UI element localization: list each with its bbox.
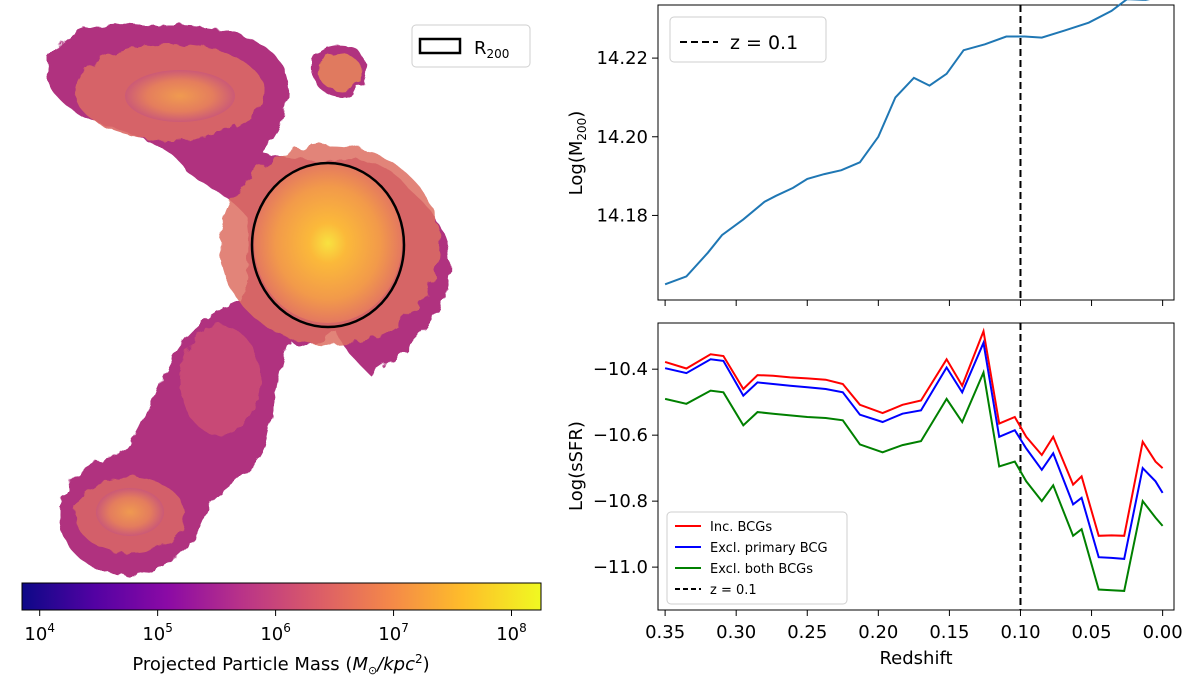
ssfr-y-label: Log(sSFR) (566, 421, 587, 511)
m200-legend: z = 0.1 (669, 16, 827, 63)
ssfr-legend-label-2: Excl. both BCGs (710, 562, 813, 577)
ssfr-ytick-label-1: −10.6 (593, 425, 648, 446)
ssfr-x-label: Redshift (879, 648, 952, 669)
ssfr-ytick-label-2: −10.8 (593, 491, 648, 512)
ssfr-legend-label-1: Excl. primary BCG (710, 541, 828, 556)
ssfr-panel: −10.4 −10.6 −10.8 −11.0 0.35 0.30 0.25 0.20 0.1… (566, 322, 1183, 669)
ssfr-x-ticks: 0.35 0.30 0.25 0.20 0.15 0.10 0.05 0.00 (645, 610, 1183, 643)
ssfr-y-ticks: −10.4 −10.6 −10.8 −11.0 (593, 359, 658, 578)
colorbar (21, 582, 542, 611)
legend-label-r200: R (474, 38, 487, 59)
ssfr-xtick-label-3: 0.20 (858, 622, 898, 643)
ssfr-xtick-label-5: 0.10 (1000, 622, 1040, 643)
ssfr-series-line-0 (664, 327, 1164, 537)
legend-label-r200-sub: 200 (487, 47, 510, 61)
colorbar-tick-label-3: 107 (378, 621, 409, 645)
m200-legend-label: z = 0.1 (730, 32, 798, 54)
svg-text:R200: R200 (474, 38, 509, 61)
ssfr-legend-label-0: Inc. BCGs (710, 520, 772, 535)
m200-series-line (664, 0, 1150, 286)
colorbar-tick-label-1: 105 (142, 621, 173, 645)
ssfr-xtick-label-2: 0.25 (787, 622, 827, 643)
m200-ytick-label-2: 14.22 (596, 48, 648, 69)
ssfr-xtick-label-0: 0.35 (645, 622, 685, 643)
map-legend: R200 (411, 24, 531, 68)
ssfr-series (664, 327, 1164, 592)
ssfr-ytick-label-0: −10.4 (593, 359, 648, 380)
ssfr-xtick-label-1: 0.30 (716, 622, 756, 643)
colorbar-label: Projected Particle Mass (M⊙/kpc2) (132, 652, 429, 677)
ssfr-xtick-label-6: 0.05 (1072, 622, 1112, 643)
m200-panel: 14.18 14.20 14.22 z = 0.1 Log(M200) (566, 0, 1175, 306)
ssfr-legend: Inc. BCGs Excl. primary BCG Excl. both BCG… (666, 511, 848, 605)
mass-map-clump-small-core (318, 54, 362, 90)
mass-map-halo-core (254, 163, 402, 323)
colorbar-tick-label-4: 108 (496, 621, 527, 645)
m200-ytick-label-1: 14.20 (596, 127, 648, 148)
mass-map (45, 23, 450, 575)
m200-y-ticks: 14.18 14.20 14.22 (596, 48, 658, 226)
ssfr-ytick-label-3: −11.0 (593, 557, 648, 578)
legend-swatch-circle (418, 37, 462, 55)
r200-circle (250, 161, 406, 329)
m200-ytick-label-0: 14.18 (596, 205, 648, 226)
ssfr-legend-label-3: z = 0.1 (710, 583, 757, 598)
mass-map-clump-upper-core (125, 70, 235, 122)
m200-x-ticks (664, 300, 1164, 306)
ssfr-series-line-1 (664, 339, 1164, 560)
mass-map-filament-mid (180, 325, 260, 435)
colorbar-tick-label-2: 106 (260, 621, 291, 645)
m200-y-label: Log(M200) (566, 111, 589, 196)
mass-map-clump-lower-core (96, 488, 164, 536)
ssfr-xtick-label-4: 0.15 (929, 622, 969, 643)
colorbar-tick-label-0: 104 (24, 621, 55, 645)
ssfr-series-line-2 (664, 368, 1164, 592)
ssfr-xtick-label-7: 0.00 (1143, 622, 1183, 643)
colorbar-ticks: 104 105 106 107 108 (24, 610, 527, 645)
